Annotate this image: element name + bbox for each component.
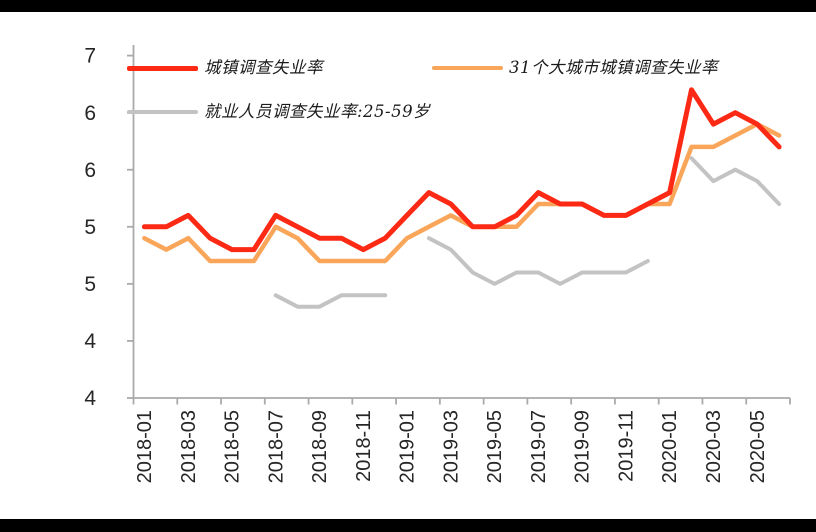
legend-line-swatch-orange [432,65,503,71]
svg-text:2019-03: 2019-03 [440,410,462,483]
svg-text:2019-07: 2019-07 [528,410,550,483]
svg-text:2019-09: 2019-09 [572,410,594,483]
legend-item-employed-25-59-unemployment: 就业人员调查失业率:25-59岁 [127,103,430,121]
svg-text:2018-03: 2018-03 [178,410,200,483]
svg-text:2018-09: 2018-09 [309,410,331,483]
bottom-border [0,519,816,532]
legend-item-31-cities-unemployment: 31个大城市城镇调查失业率 [432,59,718,77]
svg-text:4: 4 [84,387,96,410]
svg-text:2018-07: 2018-07 [265,410,287,483]
svg-text:2019-05: 2019-05 [484,410,506,483]
svg-text:2018-11: 2018-11 [353,410,375,482]
legend-label-urban-unemployment: 城镇调查失业率 [204,58,323,77]
svg-text:2018-05: 2018-05 [222,410,244,483]
svg-text:2018-01: 2018-01 [134,410,156,483]
svg-text:7: 7 [84,45,96,68]
top-border [0,0,816,12]
legend-item-urban-unemployment: 城镇调查失业率 [127,59,323,77]
svg-text:2020-05: 2020-05 [747,410,769,483]
svg-text:2020-01: 2020-01 [659,410,681,483]
svg-text:5: 5 [84,273,96,296]
legend-line-swatch-gray [127,110,198,114]
svg-text:5: 5 [84,216,96,239]
svg-text:2020-03: 2020-03 [703,410,725,483]
legend-line-swatch-red [127,65,198,71]
legend-label-employed-25-59-unemployment: 就业人员调查失业率:25-59岁 [204,102,431,121]
svg-text:2019-11: 2019-11 [615,410,637,482]
svg-text:4: 4 [84,330,96,353]
svg-text:2019-01: 2019-01 [397,410,419,483]
svg-text:6: 6 [84,159,96,182]
legend-label-31-cities-unemployment: 31个大城市城镇调查失业率 [509,58,718,77]
svg-text:6: 6 [84,102,96,125]
